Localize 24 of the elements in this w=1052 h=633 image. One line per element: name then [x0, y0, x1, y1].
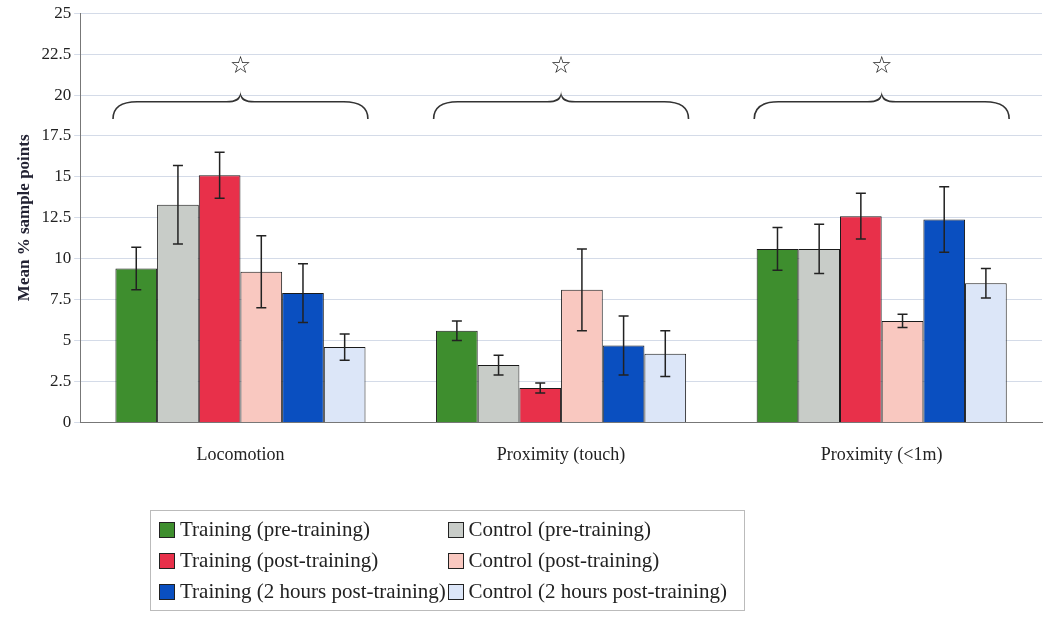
annotation: ☆	[229, 50, 252, 79]
x-tick-label: Locomotion	[196, 443, 285, 464]
y-tick-label: 25	[54, 2, 72, 22]
legend-label: Control (2 hours post-training)	[468, 579, 727, 604]
legend-label: Training (2 hours post-training)	[180, 579, 446, 604]
annotation: ☆	[550, 50, 572, 79]
y-tick-label: 2.5	[49, 370, 72, 390]
y-tick-label: 15	[54, 166, 72, 186]
annotation: ☆	[870, 50, 893, 79]
y-tick-label: 20	[54, 84, 72, 104]
y-tick-label: 22.5	[41, 43, 72, 63]
legend-label: Control (pre-training)	[468, 517, 652, 542]
y-tick-label: 0	[62, 411, 72, 431]
legend-label: Control (post-training)	[468, 548, 660, 573]
y-tick-label: 7.5	[49, 289, 72, 309]
y-tick-label: 5	[62, 330, 72, 350]
y-axis-title: Mean % sample points	[13, 134, 33, 302]
y-tick-label: 12.5	[41, 207, 72, 227]
legend-label: Training (post-training)	[180, 548, 379, 573]
x-tick-label: Proximity (touch)	[496, 443, 626, 465]
y-tick-label: 17.5	[41, 125, 72, 145]
x-tick-label: Proximity (<1m)	[820, 443, 943, 465]
legend-label: Training (pre-training)	[180, 517, 370, 542]
y-tick-label: 10	[54, 248, 72, 268]
